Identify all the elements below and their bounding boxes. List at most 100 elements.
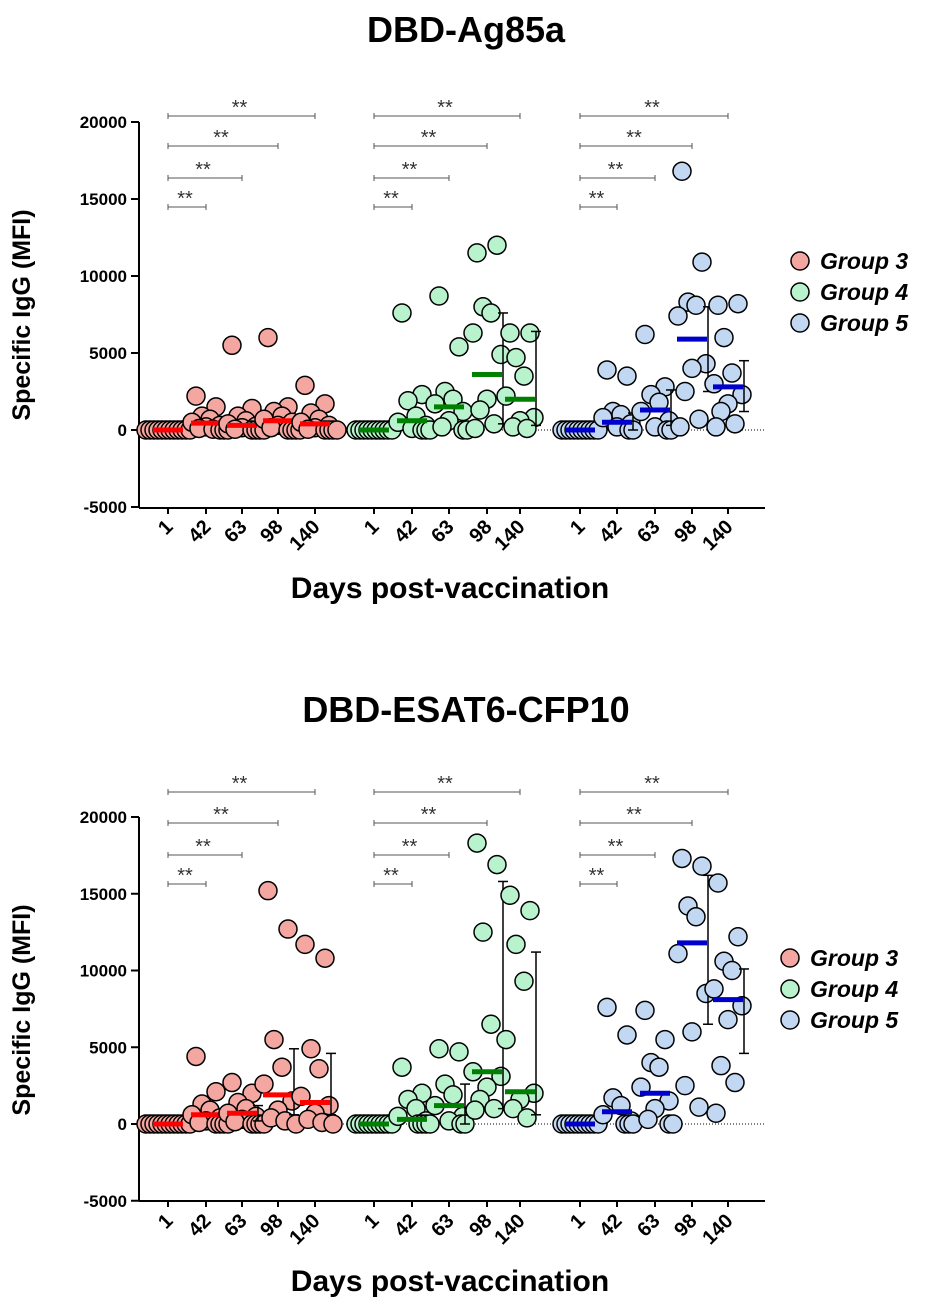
y-tick-label: 0	[118, 421, 127, 440]
data-point	[668, 306, 688, 326]
data-point	[520, 900, 540, 921]
significance-label: **	[608, 836, 624, 858]
significance-label: **	[177, 865, 193, 887]
data-point	[597, 997, 617, 1018]
chart-panel-2: DBD-ESAT6-CFP10 -5000 0 5000 10000 15000 20000…	[8, 689, 899, 1298]
x-tick-label: 42	[390, 1210, 421, 1241]
data-point	[388, 1106, 408, 1127]
significance-label: **	[195, 836, 211, 858]
data-point	[467, 833, 487, 853]
y-tick-label: 10000	[80, 962, 127, 981]
significance-label: **	[608, 159, 624, 181]
data-point	[496, 1029, 516, 1050]
y-axis-label: Specific IgG (MFI)	[8, 904, 36, 1115]
data-point	[327, 420, 347, 440]
y-tick-label: 10000	[80, 267, 127, 286]
data-point	[278, 919, 298, 939]
data-point	[692, 856, 712, 876]
x-tick-label: 140	[490, 1210, 529, 1249]
data-point	[222, 335, 242, 356]
data-point	[714, 327, 734, 348]
x-tick-label: 98	[465, 1210, 496, 1241]
legend-marker	[780, 979, 800, 999]
significance-label: **	[589, 865, 605, 887]
significance-label: **	[644, 97, 660, 119]
x-tick-label: 98	[670, 1210, 701, 1241]
legend-label: Group 4	[820, 279, 908, 305]
data-point	[514, 366, 534, 386]
x-tick-label: 42	[595, 516, 626, 547]
significance-label: **	[437, 97, 453, 119]
data-point	[295, 375, 315, 396]
data-point	[728, 293, 748, 314]
data-point	[672, 161, 692, 182]
x-tick-label: 63	[427, 516, 458, 547]
data-point	[500, 323, 520, 343]
significance-label: **	[421, 804, 437, 826]
x-tick-label: 63	[427, 1210, 458, 1241]
data-point	[517, 1108, 537, 1128]
chart-title: DBD-ESAT6-CFP10	[302, 689, 629, 730]
data-point	[672, 848, 692, 869]
data-point	[520, 323, 540, 343]
data-point	[722, 960, 742, 981]
significance-label: **	[383, 865, 399, 887]
x-axis-label: Days post-vaccination	[291, 1265, 609, 1297]
significance-label: **	[626, 127, 642, 149]
data-point	[706, 417, 726, 437]
data-point	[597, 360, 617, 380]
data-point	[635, 1000, 655, 1021]
significance-label: **	[383, 188, 399, 210]
data-point	[517, 418, 537, 439]
data-point	[725, 414, 745, 434]
data-point	[206, 1082, 226, 1102]
data-point	[514, 971, 534, 991]
data-point	[663, 1114, 683, 1134]
data-point	[708, 295, 728, 316]
significance-label: **	[177, 188, 193, 210]
legend-marker	[790, 251, 810, 271]
data-point	[481, 303, 501, 323]
significance-label: **	[402, 836, 418, 858]
x-axis-label: Days post-vaccination	[291, 572, 609, 605]
x-tick-label: 1	[154, 1210, 177, 1233]
data-point	[496, 386, 516, 406]
legend-marker	[780, 1010, 800, 1030]
legend-label: Group 4	[810, 976, 898, 1002]
data-point	[323, 1114, 343, 1134]
x-tick-label: 1	[566, 1210, 589, 1233]
data-point	[470, 400, 490, 420]
data-point	[309, 1058, 329, 1079]
data-point	[718, 1009, 738, 1030]
significance-label: **	[644, 773, 660, 795]
data-point	[432, 417, 452, 437]
data-point	[506, 347, 526, 368]
x-tick-label: 63	[220, 516, 251, 547]
legend-marker	[790, 282, 810, 302]
data-point	[682, 358, 702, 379]
y-tick-label: 5000	[89, 344, 127, 363]
x-tick-label: 63	[220, 1210, 251, 1241]
legend-label: Group 5	[810, 1007, 899, 1033]
data-point	[473, 922, 493, 942]
data-point	[638, 1109, 658, 1130]
data-point	[655, 1029, 675, 1050]
significance-label: **	[232, 97, 248, 119]
x-tick-label: 63	[633, 1210, 664, 1241]
significance-label: **	[195, 159, 211, 181]
data-point	[635, 324, 655, 345]
data-point	[449, 1042, 469, 1062]
data-point	[392, 1057, 412, 1077]
data-point	[675, 1075, 695, 1096]
data-point	[258, 880, 278, 901]
data-point	[500, 885, 520, 906]
data-point	[465, 418, 485, 439]
data-point	[593, 1105, 613, 1125]
data-point	[429, 286, 449, 306]
legend-label: Group 3	[820, 248, 908, 274]
data-point	[708, 873, 728, 893]
significance-label: **	[213, 804, 229, 826]
y-tick-label: 0	[118, 1115, 127, 1134]
x-tick-label: 42	[184, 516, 215, 547]
